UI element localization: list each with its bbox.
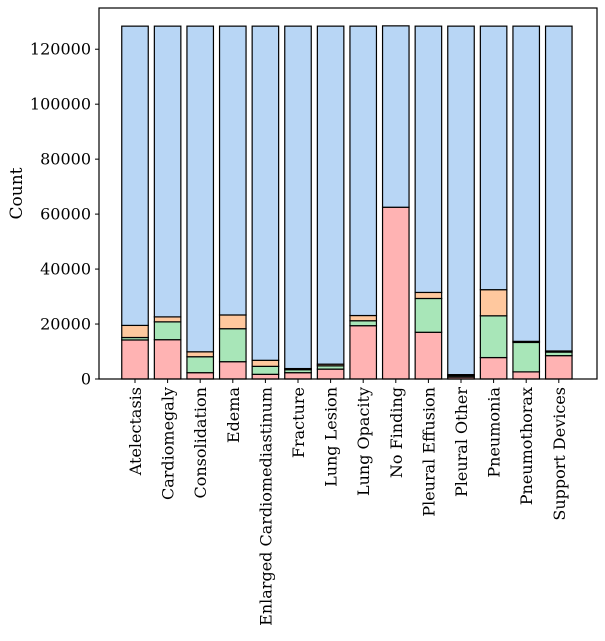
x-tick-label: Cardiomegaly (159, 387, 178, 500)
bar-segment (479, 289, 508, 317)
bar-segment (186, 372, 215, 380)
x-tick-label: Pneumothorax (517, 387, 536, 505)
bar-segment (153, 321, 182, 341)
bar-segment (447, 25, 475, 376)
bar-segment (186, 25, 215, 353)
y-axis: 0 20000 40000 60000 80000 100000 120000 (30, 40, 99, 389)
bar-segment (186, 356, 215, 374)
bar-segment (153, 316, 182, 323)
bar-segment (512, 25, 541, 342)
x-tick-label: Pneumonia (485, 387, 504, 478)
x-tick-label: Edema (224, 387, 243, 444)
bar-segment (284, 25, 312, 370)
bar-segment (186, 351, 215, 358)
x-tick-label: Consolidation (191, 387, 210, 499)
bar-segment (349, 320, 378, 327)
bar-segment (544, 355, 573, 380)
bar-segment (349, 325, 378, 380)
bar-segment (218, 314, 247, 330)
x-tick-label: Enlarged Cardiomediastinum (256, 387, 275, 626)
y-axis-label: Count (7, 167, 27, 219)
bar-segment (512, 341, 541, 373)
bar-segment (414, 291, 443, 300)
x-tick-label: Fracture (289, 387, 308, 458)
bar-segment (316, 25, 345, 365)
y-tick-label: 100000 (30, 95, 91, 114)
x-tick-label: Lung Opacity (354, 387, 373, 496)
y-tick-label: 80000 (40, 150, 91, 169)
y-tick-label: 40000 (40, 260, 91, 279)
bar-segment (349, 25, 378, 317)
x-tick-label: Support Devices (550, 387, 569, 521)
bar-segment (251, 365, 280, 375)
bar-segment (316, 368, 345, 380)
y-tick-label: 60000 (40, 205, 91, 224)
x-tick-label: Pleural Effusion (419, 387, 438, 517)
bar-segment (512, 371, 541, 380)
bar-segment (381, 206, 410, 380)
bar-segment (218, 361, 247, 380)
bars (121, 25, 573, 380)
bar-segment (479, 356, 508, 380)
y-tick-label: 0 (81, 370, 91, 389)
y-tick-label: 120000 (30, 40, 91, 59)
bar-segment (414, 297, 443, 333)
plot-frame (98, 7, 598, 380)
bar-segment (218, 25, 247, 316)
bar-segment (414, 331, 443, 380)
y-tick-label: 20000 (40, 315, 91, 334)
bar-segment (121, 324, 149, 339)
x-tick-label: Atelectasis (126, 387, 145, 476)
bar-segment (381, 25, 410, 208)
bar-segment (349, 314, 378, 322)
bar-segment (251, 25, 280, 361)
bar-segment (153, 339, 182, 380)
bar-segment (479, 315, 508, 359)
bar-segment (544, 25, 573, 352)
bar-segment (414, 25, 443, 294)
bar-segment (218, 328, 247, 363)
x-tick-label: Lung Lesion (322, 387, 341, 487)
x-tick-label: No Finding (387, 387, 406, 478)
bar-segment (251, 359, 280, 367)
bar-segment (479, 25, 508, 291)
x-tick-label: Pleural Other (452, 387, 471, 497)
bar-segment (121, 339, 149, 380)
bar-segment (153, 25, 182, 318)
bar-segment (121, 25, 149, 327)
bar-segment (251, 373, 280, 380)
bar-segment (284, 372, 312, 380)
x-axis: Atelectasis Cardiomegaly Consolidation Edem… (126, 379, 569, 626)
